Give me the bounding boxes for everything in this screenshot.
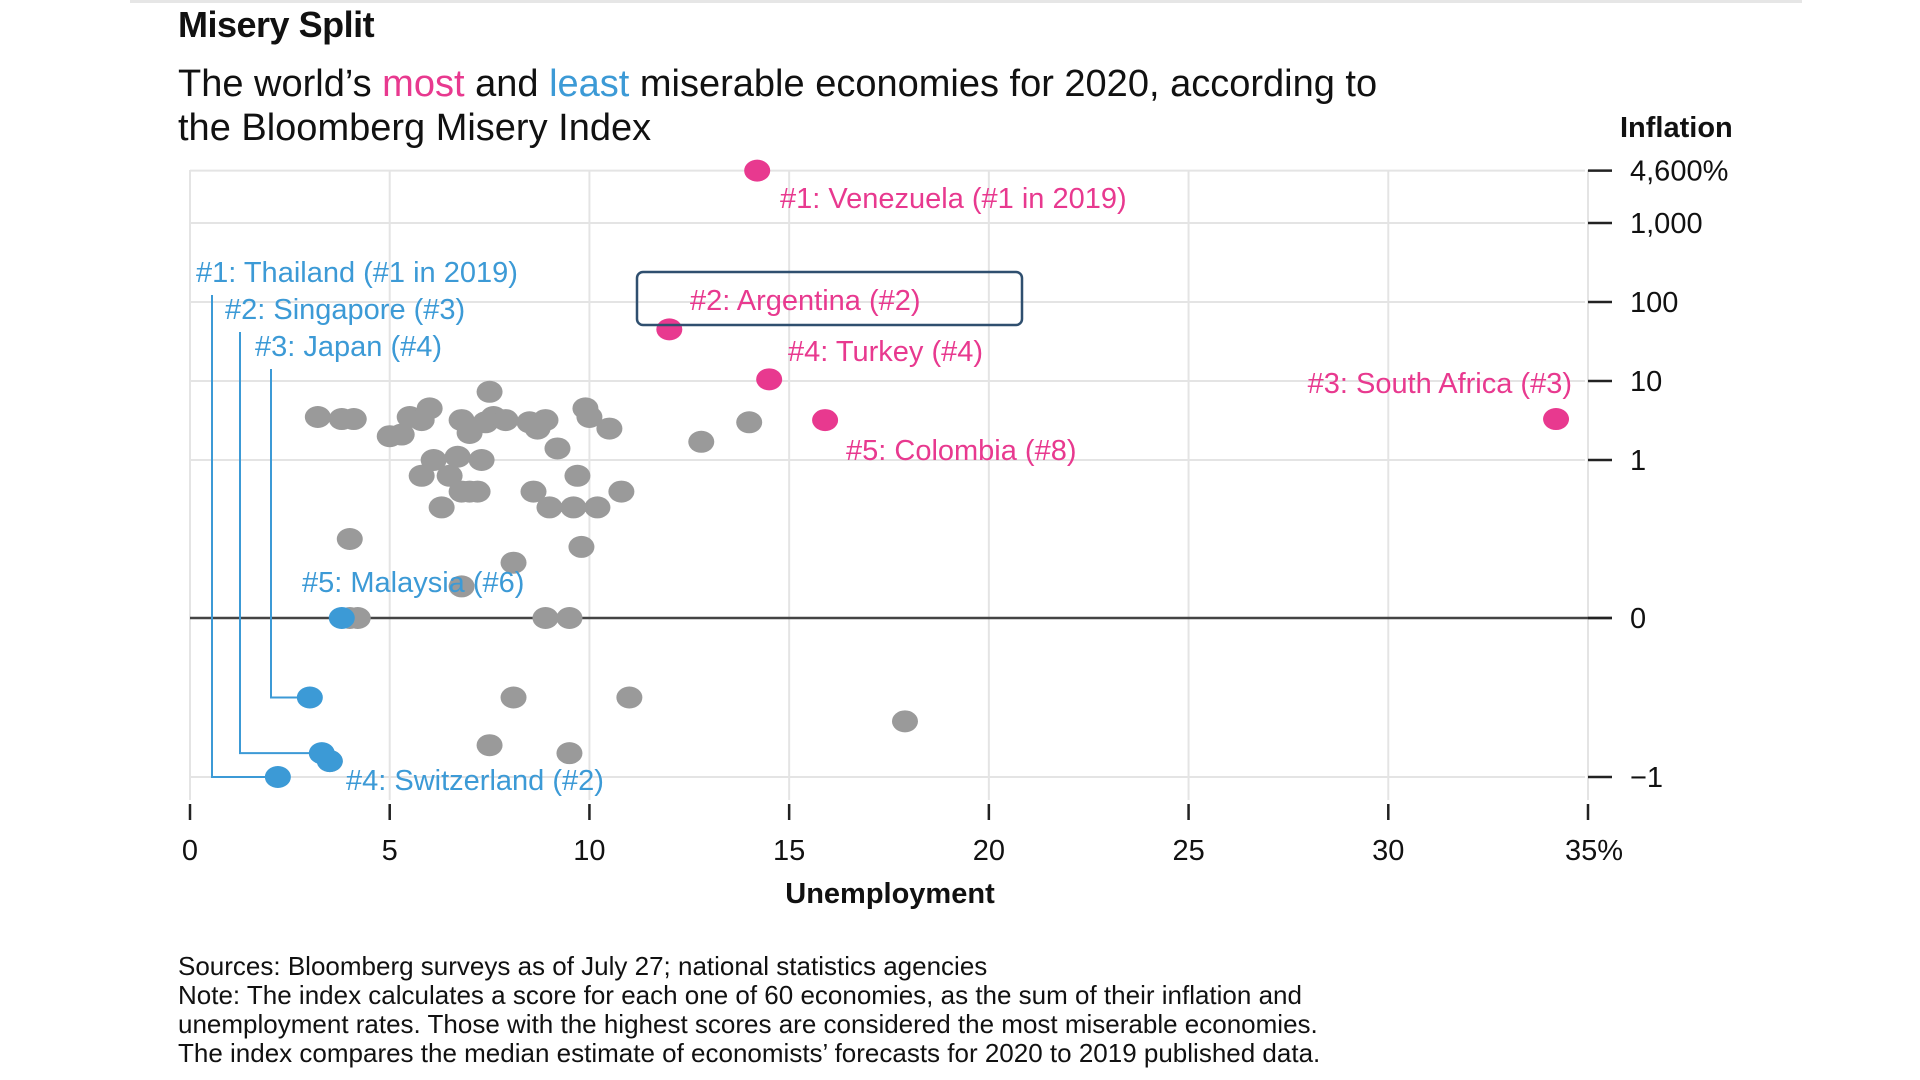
subtitle-part2: and [464, 63, 550, 105]
label-thailand: #1: Thailand (#1 in 2019) [196, 257, 518, 289]
label-south-africa: #3: South Africa (#3) [1308, 368, 1572, 400]
economy-point [408, 464, 435, 487]
economy-point [891, 710, 918, 733]
economy-point [340, 408, 367, 431]
economy-point [544, 437, 571, 460]
economy-point [304, 406, 331, 429]
x-tick-label: 35% [1565, 835, 1623, 867]
label-venezuela: #1: Venezuela (#1 in 2019) [780, 183, 1127, 215]
economy-point [476, 380, 503, 403]
economy-point [596, 417, 623, 440]
economy-point [576, 406, 603, 429]
y-tick-label: 100 [1630, 287, 1678, 319]
y-tick-label: 1 [1630, 445, 1646, 477]
economy-point [388, 423, 415, 446]
leader-line [211, 295, 268, 778]
subtitle-line2: the Bloomberg Misery Index [178, 107, 652, 149]
footer-note-line2: unemployment rates. Those with the highe… [178, 1009, 1318, 1039]
economy-point [520, 480, 547, 503]
most-miserable-point [656, 318, 683, 341]
label-switzerland: #4: Switzerland (#2) [346, 765, 604, 797]
economy-point [500, 686, 527, 709]
economy-point [492, 409, 519, 432]
economy-point [584, 496, 611, 519]
economy-point [476, 734, 503, 757]
economy-point [420, 449, 447, 471]
leader-line [239, 332, 312, 755]
x-tick-label: 5 [382, 835, 398, 867]
economy-point [568, 535, 595, 558]
label-colombia: #5: Colombia (#8) [846, 435, 1077, 467]
chart-title: Misery Split [178, 4, 375, 45]
economy-point [688, 430, 715, 453]
economy-point [616, 686, 643, 709]
x-tick-label: 0 [182, 835, 198, 867]
label-malaysia: #5: Malaysia (#6) [302, 567, 524, 599]
subtitle-least: least [549, 63, 630, 105]
leader-line [270, 369, 300, 699]
least-miserable-point [316, 750, 343, 773]
y-tick-label: 0 [1630, 603, 1646, 635]
economy-point [532, 409, 559, 432]
economy-point [564, 464, 591, 487]
subtitle-part3: miserable economies for 2020, according … [629, 63, 1378, 105]
x-axis-label: Unemployment [785, 878, 995, 910]
argentina-highlight-box [635, 270, 1024, 327]
chart-footer: Sources: Bloomberg surveys as of July 27… [178, 952, 1320, 1068]
economy-point [560, 496, 587, 519]
most-miserable-point [812, 409, 839, 432]
economy-point [536, 496, 563, 519]
x-tick-label: 20 [973, 835, 1005, 867]
label-singapore: #2: Singapore (#3) [225, 294, 465, 326]
economy-point [444, 445, 471, 468]
y-tick-label: 1,000 [1630, 208, 1703, 240]
economy-point [500, 551, 527, 574]
economy-point [468, 449, 495, 471]
x-tick-label: 15 [773, 835, 805, 867]
top-rule [130, 0, 1802, 3]
y-axis-label: Inflation [1620, 112, 1733, 144]
chart-subtitle: The world’s most and least miserable eco… [178, 62, 1658, 150]
subtitle-most: most [382, 63, 465, 105]
economy-point [532, 607, 559, 629]
economy-point [448, 480, 475, 503]
subtitle-part1: The world’s [178, 63, 383, 105]
y-tick-label: 10 [1630, 366, 1662, 398]
least-miserable-point [264, 766, 291, 788]
y-tick-label: −1 [1630, 762, 1663, 794]
economy-point [608, 480, 635, 503]
label-japan: #3: Japan (#4) [255, 331, 442, 363]
footer-sources: Sources: Bloomberg surveys as of July 27… [178, 951, 988, 981]
x-tick-label: 25 [1172, 835, 1204, 867]
x-tick-label: 30 [1372, 835, 1404, 867]
footer-note-line1: Note: The index calculates a score for e… [178, 980, 1302, 1010]
economy-point [436, 464, 463, 487]
economy-point [336, 528, 363, 550]
most-miserable-point [756, 368, 783, 391]
economy-point [556, 742, 583, 765]
footer-note-line3: The index compares the median estimate o… [178, 1038, 1321, 1068]
economy-point [448, 575, 475, 598]
economy-point [428, 496, 455, 519]
economy-point [736, 411, 763, 434]
label-turkey: #4: Turkey (#4) [788, 336, 983, 368]
x-tick-label: 10 [573, 835, 605, 867]
y-tick-label: 4,600% [1630, 156, 1728, 188]
economy-point [416, 397, 443, 420]
most-miserable-point [744, 159, 771, 182]
least-miserable-point [328, 607, 355, 629]
least-miserable-point [296, 686, 323, 709]
economy-point [556, 607, 583, 629]
label-argentina: #2: Argentina (#2) [690, 285, 921, 317]
most-miserable-point [1543, 408, 1570, 431]
